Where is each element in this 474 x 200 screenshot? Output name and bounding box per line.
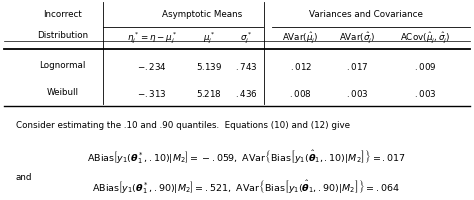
Text: Asymptotic Means: Asymptotic Means xyxy=(162,10,243,19)
Text: $.436$: $.436$ xyxy=(235,88,258,99)
Text: Distribution: Distribution xyxy=(37,31,88,40)
Text: Consider estimating the .10 and .90 quantiles.  Equations (10) and (12) give: Consider estimating the .10 and .90 quan… xyxy=(16,121,349,130)
Text: $5.218$: $5.218$ xyxy=(196,88,222,99)
Text: Variances and Covariance: Variances and Covariance xyxy=(309,10,423,19)
Text: $.012$: $.012$ xyxy=(290,61,312,72)
Text: $5.139$: $5.139$ xyxy=(196,61,222,72)
Text: $.017$: $.017$ xyxy=(346,61,368,72)
Text: $\mathrm{ACov}(\hat{\mu}_j,\hat{\sigma}_j)$: $\mathrm{ACov}(\hat{\mu}_j,\hat{\sigma}_… xyxy=(400,31,451,45)
Text: $\mathrm{AVar}(\hat{\mu}_j)$: $\mathrm{AVar}(\hat{\mu}_j)$ xyxy=(283,31,319,45)
Text: $.008$: $.008$ xyxy=(289,88,312,99)
Text: $.003$: $.003$ xyxy=(414,88,437,99)
Text: $\eta_j^* = \eta - \mu_j^*$: $\eta_j^* = \eta - \mu_j^*$ xyxy=(127,31,178,46)
Text: $\sigma_j^*$: $\sigma_j^*$ xyxy=(240,31,253,46)
Text: $.743$: $.743$ xyxy=(235,61,258,72)
Text: $-.313$: $-.313$ xyxy=(137,88,167,99)
Text: $\mathrm{ABias}\left[y_1(\boldsymbol{\theta}_1^*,.90)|M_2\right] = .521,\ \mathr: $\mathrm{ABias}\left[y_1(\boldsymbol{\th… xyxy=(92,179,401,196)
Text: $.003$: $.003$ xyxy=(346,88,368,99)
Text: $\mathrm{ABias}\left[y_1(\boldsymbol{\theta}_1^*,.10)|M_2\right] = -.059,\ \math: $\mathrm{ABias}\left[y_1(\boldsymbol{\th… xyxy=(87,148,406,166)
Text: $\mathrm{AVar}(\hat{\sigma}_j)$: $\mathrm{AVar}(\hat{\sigma}_j)$ xyxy=(339,31,375,45)
Text: Weibull: Weibull xyxy=(46,88,79,97)
Text: Incorrect: Incorrect xyxy=(43,10,82,19)
Text: $-.234$: $-.234$ xyxy=(137,61,167,72)
Text: $.009$: $.009$ xyxy=(414,61,437,72)
Text: Lognormal: Lognormal xyxy=(39,61,86,70)
Text: and: and xyxy=(16,173,32,182)
Text: $\mu_j^*$: $\mu_j^*$ xyxy=(203,31,215,46)
